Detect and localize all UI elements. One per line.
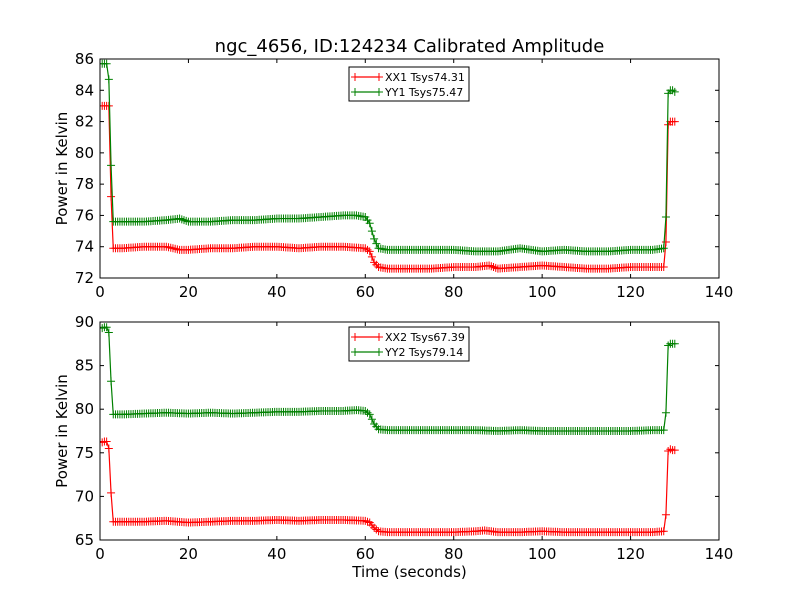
data-point xyxy=(104,444,113,453)
y-tick-label: 74 xyxy=(75,238,94,256)
y-tick-label: 86 xyxy=(75,50,94,68)
x-tick-label: 40 xyxy=(267,283,286,301)
series-yy2-tsys79-14 xyxy=(100,323,679,435)
y-tick-label: 80 xyxy=(75,144,94,162)
x-tick-label: 120 xyxy=(616,283,645,301)
y-tick-label: 82 xyxy=(75,113,94,131)
data-point xyxy=(659,263,668,272)
data-point xyxy=(661,408,670,417)
x-tick-label: 140 xyxy=(705,283,734,301)
y-tick-label: 90 xyxy=(75,313,94,331)
data-point xyxy=(367,415,376,424)
x-tick-label: 140 xyxy=(705,545,734,563)
data-point xyxy=(659,244,668,253)
legend-marker xyxy=(351,333,359,341)
data-point xyxy=(104,328,113,337)
legend-marker xyxy=(351,73,359,81)
legend: XX2 Tsys67.39 YY2 Tsys79.14 xyxy=(348,326,470,362)
y-tick-label: 78 xyxy=(75,175,94,193)
data-point xyxy=(659,426,668,435)
series-xx1-tsys74-31 xyxy=(100,101,679,273)
x-tick-label: 20 xyxy=(179,283,198,301)
data-point xyxy=(670,117,679,126)
data-point xyxy=(107,161,116,170)
legend-marker xyxy=(351,88,359,96)
data-point xyxy=(661,510,670,519)
data-point xyxy=(670,87,679,96)
y-tick-label: 76 xyxy=(75,206,94,224)
x-tick-label: 40 xyxy=(267,545,286,563)
legend-marker xyxy=(375,88,383,96)
legend-box xyxy=(348,326,470,362)
y-tick-label: 72 xyxy=(75,269,94,287)
data-point xyxy=(107,192,116,201)
legend-label-yy2-tsys79-14: YY2 Tsys79.14 xyxy=(384,346,463,359)
x-tick-label: 80 xyxy=(444,283,463,301)
data-point xyxy=(661,238,670,247)
y-tick-label: 80 xyxy=(75,400,94,418)
y-tick-label: 84 xyxy=(75,81,94,99)
x-tick-label: 60 xyxy=(356,283,375,301)
y-axis-label: Power in Kelvin xyxy=(53,374,71,488)
data-point xyxy=(104,101,113,110)
data-point xyxy=(661,212,670,221)
x-tick-label: 0 xyxy=(95,283,105,301)
data-point xyxy=(107,488,116,497)
series-xx2-tsys67-39 xyxy=(100,437,679,537)
data-point xyxy=(367,252,376,261)
legend: XX1 Tsys74.31 YY1 Tsys75.47 xyxy=(348,66,470,102)
chart-root: 0 20 40 60 80 100 120 140 72 74 76 78 80 82 84 86 ngc_46… xyxy=(53,36,733,581)
data-point xyxy=(102,437,111,446)
legend-label-yy1-tsys75-47: YY1 Tsys75.47 xyxy=(384,86,463,99)
y-tick-label: 75 xyxy=(75,444,94,462)
data-point xyxy=(670,339,679,348)
x-tick-label: 60 xyxy=(356,545,375,563)
legend-box xyxy=(348,66,470,102)
data-point xyxy=(365,219,374,228)
data-point xyxy=(367,227,376,236)
data-point xyxy=(670,446,679,455)
plot-frame xyxy=(99,321,720,541)
x-tick-label: 120 xyxy=(616,545,645,563)
legend-label-xx2-tsys67-39: XX2 Tsys67.39 xyxy=(385,331,465,344)
data-point xyxy=(365,410,374,419)
y-tick-label: 65 xyxy=(75,531,94,549)
chart-title: ngc_4656, ID:124234 Calibrated Amplitude xyxy=(215,36,605,57)
chart-panel-1: 0 20 40 60 80 100 120 140 72 74 76 78 80 82 84 86 ngc_46… xyxy=(53,36,733,301)
x-tick-label: 100 xyxy=(528,545,557,563)
data-point xyxy=(107,377,116,386)
x-tick-label: 20 xyxy=(179,545,198,563)
chart-panel-2: 0 20 40 60 80 100 120 140 65 70 75 80 85 90 Time (seco… xyxy=(53,313,733,581)
data-point xyxy=(370,234,379,243)
x-tick-label: 100 xyxy=(528,283,557,301)
data-point xyxy=(104,75,113,84)
y-tick-label: 85 xyxy=(75,357,94,375)
series-yy1-tsys75-47 xyxy=(100,59,679,256)
legend-marker xyxy=(351,348,359,356)
data-point xyxy=(365,247,374,256)
data-point xyxy=(372,239,381,248)
legend-marker xyxy=(375,73,383,81)
data-point xyxy=(102,323,111,332)
x-tick-label: 80 xyxy=(444,545,463,563)
legend-marker xyxy=(375,333,383,341)
legend-label-xx1-tsys74-31: XX1 Tsys74.31 xyxy=(385,71,465,84)
plot-frame xyxy=(99,58,720,279)
x-axis-label: Time (seconds) xyxy=(351,563,467,581)
x-tick-label: 0 xyxy=(95,545,105,563)
data-point xyxy=(102,59,111,68)
y-axis-label: Power in Kelvin xyxy=(53,112,71,226)
legend-marker xyxy=(375,348,383,356)
y-tick-label: 70 xyxy=(75,487,94,505)
data-point xyxy=(659,527,668,536)
